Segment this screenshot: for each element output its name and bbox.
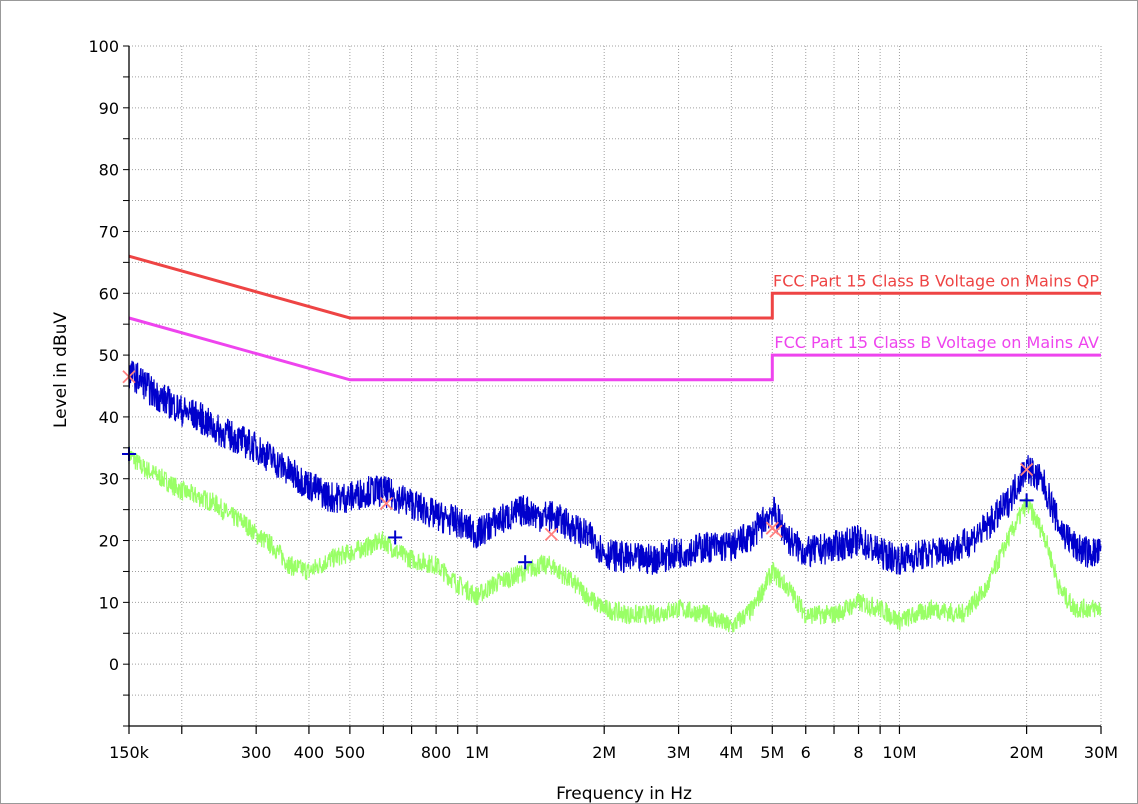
qp-marker bbox=[1019, 462, 1034, 477]
qp-marker bbox=[544, 527, 559, 542]
qp-marker-stroke bbox=[379, 496, 393, 511]
av-marker bbox=[518, 555, 533, 570]
y-tick-label: 40 bbox=[99, 408, 119, 427]
y-tick-label: 0 bbox=[109, 655, 119, 674]
qp-marker bbox=[379, 496, 393, 511]
x-tick-label: 30M bbox=[1084, 743, 1118, 762]
qp-marker-stroke bbox=[544, 527, 559, 542]
y-tick-label: 20 bbox=[99, 532, 119, 551]
x-tick-label: 20M bbox=[1010, 743, 1044, 762]
qp-marker-stroke bbox=[1019, 462, 1034, 477]
limit-label: FCC Part 15 Class B Voltage on Mains QP bbox=[773, 271, 1099, 290]
x-tick-label: 8 bbox=[853, 743, 863, 762]
x-tick-label: 800 bbox=[421, 743, 452, 762]
grid bbox=[128, 45, 1102, 727]
x-tick-label: 150k bbox=[109, 743, 150, 762]
peak-trace bbox=[128, 360, 1102, 575]
y-tick-label: 30 bbox=[99, 470, 119, 489]
limit-line bbox=[128, 254, 1101, 320]
x-tick-label: 1M bbox=[465, 743, 489, 762]
y-tick-label: 90 bbox=[99, 99, 119, 118]
measurement-traces bbox=[128, 360, 1102, 633]
y-tick-label: 60 bbox=[99, 284, 119, 303]
x-tick-label: 400 bbox=[294, 743, 325, 762]
x-tick-label: 10M bbox=[882, 743, 916, 762]
limit-label: FCC Part 15 Class B Voltage on Mains AV bbox=[774, 333, 1099, 352]
x-tick-label: 300 bbox=[241, 743, 272, 762]
x-tick-label: 2M bbox=[592, 743, 616, 762]
x-tick-label: 5M bbox=[760, 743, 784, 762]
y-tick-label: 50 bbox=[99, 346, 119, 365]
x-tick-label: 4M bbox=[719, 743, 743, 762]
x-tick-label: 3M bbox=[667, 743, 691, 762]
y-tick-label: 80 bbox=[99, 161, 119, 180]
limit-line bbox=[128, 316, 1101, 382]
x-tick-label: 6 bbox=[801, 743, 811, 762]
y-tick-label: 100 bbox=[88, 37, 119, 56]
qp-marker bbox=[769, 524, 783, 538]
y-tick-label: 10 bbox=[99, 593, 119, 612]
qp-marker-stroke bbox=[769, 524, 783, 538]
y-axis-title: Level in dBuV bbox=[51, 312, 71, 428]
average-trace bbox=[128, 446, 1102, 633]
limit-lines: FCC Part 15 Class B Voltage on Mains QP F… bbox=[128, 254, 1101, 382]
x-tick-label: 500 bbox=[335, 743, 366, 762]
axes: 0 10 20 30 40 50 60 70 80 90 100 150k 300 400 500 800 1M… bbox=[88, 37, 1118, 762]
av-marker bbox=[388, 530, 403, 545]
x-axis-title: Frequency in Hz bbox=[556, 784, 692, 804]
av-marker bbox=[1019, 493, 1034, 508]
y-tick-label: 70 bbox=[99, 222, 119, 241]
